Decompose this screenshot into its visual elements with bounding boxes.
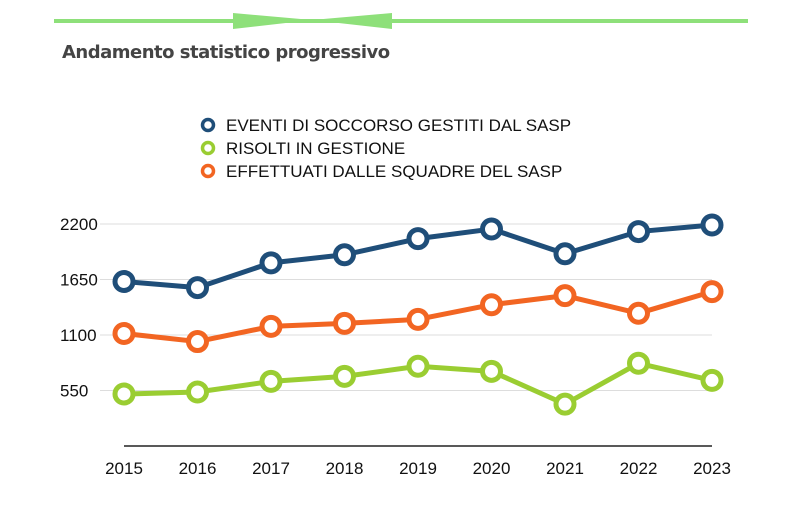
header-divider <box>54 13 748 29</box>
legend-label: EFFETTUATI DALLE SQUADRE DEL SASP <box>226 162 562 181</box>
data-point <box>259 251 283 275</box>
data-point <box>480 217 503 241</box>
x-tick-label: 2017 <box>252 459 290 478</box>
data-point <box>553 284 577 308</box>
x-tick-label: 2021 <box>546 459 584 478</box>
x-tick-label: 2022 <box>620 459 658 478</box>
y-tick-label: 1100 <box>60 326 97 345</box>
divider-left-wedge <box>233 13 312 29</box>
data-point <box>186 330 209 354</box>
x-tick-label: 2019 <box>399 459 437 478</box>
divider-right-wedge <box>312 13 392 29</box>
legend-label: RISOLTI IN GESTIONE <box>226 139 405 158</box>
data-point <box>553 242 577 266</box>
x-tick-label: 2020 <box>473 459 511 478</box>
data-point <box>333 243 356 267</box>
y-tick-label: 1650 <box>60 271 98 290</box>
legend-marker <box>200 140 216 156</box>
data-point <box>406 307 430 331</box>
data-point <box>627 301 650 325</box>
x-tick-label: 2016 <box>179 459 217 478</box>
x-tick-label: 2015 <box>105 459 143 478</box>
data-point <box>553 392 577 416</box>
data-point <box>112 270 136 294</box>
data-point <box>700 368 724 392</box>
data-point <box>186 380 209 404</box>
data-point <box>259 314 283 338</box>
data-point <box>700 280 724 304</box>
data-point <box>627 220 650 244</box>
data-point <box>112 321 136 345</box>
legend-label: EVENTI DI SOCCORSO GESTITI DAL SASP <box>226 116 571 135</box>
data-point <box>700 213 724 237</box>
data-point <box>186 276 209 300</box>
data-point <box>112 382 136 406</box>
data-point <box>627 351 650 375</box>
y-tick-label: 2200 <box>60 215 98 234</box>
data-point <box>259 369 283 393</box>
x-tick-label: 2023 <box>693 459 731 478</box>
data-point <box>333 311 356 335</box>
legend-marker <box>200 117 216 133</box>
data-point <box>406 354 430 378</box>
legend-marker <box>200 163 216 179</box>
page-title: Andamento statistico progressivo <box>62 42 390 63</box>
x-tick-label: 2018 <box>326 459 364 478</box>
data-point <box>480 293 503 317</box>
data-point <box>333 364 356 388</box>
data-point <box>406 227 430 251</box>
data-point <box>480 359 503 383</box>
y-tick-label: 550 <box>60 382 88 401</box>
